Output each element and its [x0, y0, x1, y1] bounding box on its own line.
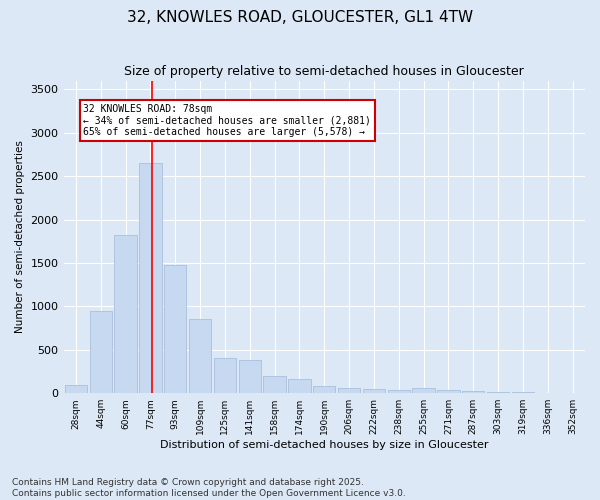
Bar — [512, 392, 534, 393]
Bar — [89, 310, 112, 393]
Bar — [139, 163, 161, 393]
Bar — [487, 392, 509, 393]
X-axis label: Distribution of semi-detached houses by size in Gloucester: Distribution of semi-detached houses by … — [160, 440, 488, 450]
Bar — [263, 376, 286, 393]
Title: Size of property relative to semi-detached houses in Gloucester: Size of property relative to semi-detach… — [124, 65, 524, 78]
Bar — [115, 235, 137, 393]
Bar — [313, 386, 335, 393]
Text: 32, KNOWLES ROAD, GLOUCESTER, GL1 4TW: 32, KNOWLES ROAD, GLOUCESTER, GL1 4TW — [127, 10, 473, 25]
Bar — [363, 389, 385, 393]
Bar — [239, 360, 261, 393]
Y-axis label: Number of semi-detached properties: Number of semi-detached properties — [15, 140, 25, 334]
Text: Contains HM Land Registry data © Crown copyright and database right 2025.
Contai: Contains HM Land Registry data © Crown c… — [12, 478, 406, 498]
Text: 32 KNOWLES ROAD: 78sqm
← 34% of semi-detached houses are smaller (2,881)
65% of : 32 KNOWLES ROAD: 78sqm ← 34% of semi-det… — [83, 104, 371, 137]
Bar — [288, 379, 311, 393]
Bar — [65, 384, 87, 393]
Bar — [338, 388, 360, 393]
Bar — [462, 390, 484, 393]
Bar — [214, 358, 236, 393]
Bar — [164, 264, 187, 393]
Bar — [388, 390, 410, 393]
Bar — [189, 320, 211, 393]
Bar — [412, 388, 435, 393]
Bar — [437, 390, 460, 393]
